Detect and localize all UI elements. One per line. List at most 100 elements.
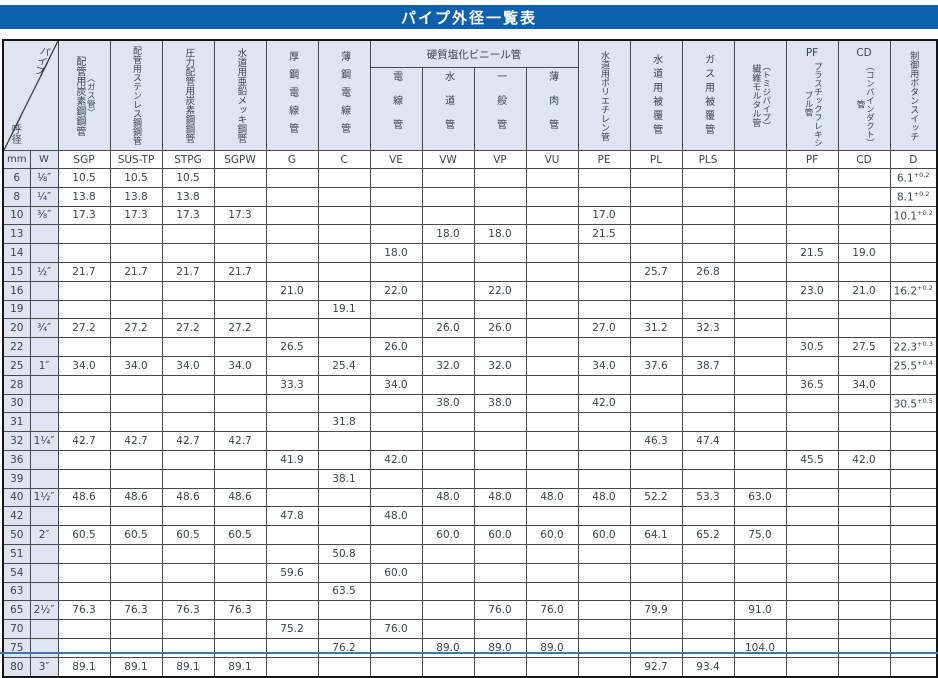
cell <box>161 637 215 658</box>
cell: 10.1+0.2 <box>889 205 938 226</box>
row-nominal-mm: 54 <box>2 562 31 583</box>
cell: 23.0 <box>785 280 839 301</box>
cell <box>785 525 839 545</box>
cell <box>577 168 631 188</box>
cell: 89.0 <box>421 637 475 658</box>
cell <box>785 581 839 602</box>
col-header-d-name: 制御用ボタンスイッチ <box>908 50 919 141</box>
cell: 38.1 <box>317 468 371 489</box>
cell <box>837 487 891 508</box>
cell <box>369 393 423 414</box>
cell <box>785 656 839 678</box>
table-row: 14 18.0 21.5 19.0 <box>2 243 938 263</box>
table-row: 28 33.3 34.0 36.5 34.0 <box>2 374 938 395</box>
cell <box>421 261 475 282</box>
row-nominal-mm: 28 <box>2 374 31 395</box>
cell: 27.0 <box>577 318 631 339</box>
cell <box>889 581 938 602</box>
code-g: G <box>265 150 319 169</box>
cell <box>733 374 787 395</box>
cell: 16.2+0.2 <box>889 280 938 301</box>
cell <box>161 374 215 395</box>
bottom-divider <box>0 652 938 654</box>
cell: 21.0 <box>265 280 319 301</box>
cell <box>473 581 527 602</box>
cell <box>577 431 631 451</box>
cell: 21.7 <box>161 261 215 282</box>
table-row: 65 2½″ 76.3 76.3 76.3 76.3 76.0 76.0 79.9 91.0 <box>2 600 938 621</box>
cell <box>161 280 215 301</box>
cell <box>265 543 319 564</box>
col-header-sgpw: 水道用亜鉛メッキ鋼管 <box>213 39 267 151</box>
cell <box>57 562 111 583</box>
cell <box>57 581 111 602</box>
cell <box>577 562 631 583</box>
cell <box>161 562 215 583</box>
cell <box>109 562 163 583</box>
cell <box>525 318 579 339</box>
cell: 42.0 <box>577 393 631 414</box>
cell <box>473 412 527 433</box>
cell <box>733 393 787 414</box>
cell <box>369 487 423 508</box>
cell <box>837 299 891 320</box>
col-header-sus-tp-name: 配管用ステンレス鋼鋼管 <box>131 46 142 145</box>
cell <box>733 543 787 564</box>
cell <box>421 168 475 188</box>
cell: 21.5 <box>785 243 839 263</box>
cell: 60.5 <box>109 525 163 545</box>
cell <box>473 261 527 282</box>
cell: 42.0 <box>369 449 423 470</box>
table-row: 31 31.8 <box>2 412 938 433</box>
col-header-sgpw-name: 水道用亜鉛メッキ鋼管 <box>235 48 247 143</box>
row-nominal-mm: 40 <box>2 487 31 508</box>
cell <box>213 637 267 658</box>
cell <box>109 449 163 470</box>
cell <box>629 224 683 245</box>
cell <box>837 619 891 639</box>
cell <box>525 205 579 226</box>
row-nominal-inch <box>29 374 59 395</box>
cell <box>421 412 475 433</box>
cell <box>785 506 839 527</box>
cell: 89.0 <box>525 637 579 658</box>
cell <box>213 543 267 564</box>
cell <box>577 337 631 357</box>
row-nominal-mm: 51 <box>2 543 31 564</box>
unit-header-mm: mm <box>2 150 31 169</box>
col-header-stpg-name: 圧力配管用炭素鋼鋼管 <box>183 48 195 143</box>
cell <box>109 506 163 527</box>
cell: 10.5 <box>109 168 163 188</box>
row-nominal-inch <box>29 299 59 320</box>
cell <box>889 449 938 470</box>
row-nominal-inch: ⅛″ <box>29 168 59 188</box>
cell <box>473 656 527 678</box>
cell: 26.5 <box>265 337 319 357</box>
cell <box>369 412 423 433</box>
cell <box>109 468 163 489</box>
cell <box>317 280 371 301</box>
cell <box>57 468 111 489</box>
cell <box>369 168 423 188</box>
cell <box>473 205 527 226</box>
cell <box>733 318 787 339</box>
cell <box>681 412 735 433</box>
cell <box>473 299 527 320</box>
cell: 34.0 <box>161 355 215 376</box>
row-nominal-mm: 42 <box>2 506 31 527</box>
cell: 42.7 <box>57 431 111 451</box>
row-nominal-mm: 15 <box>2 261 31 282</box>
cell <box>57 374 111 395</box>
cell <box>369 543 423 564</box>
cell: 47.8 <box>265 506 319 527</box>
cell <box>733 224 787 245</box>
cell <box>889 562 938 583</box>
cell: 89.1 <box>109 656 163 678</box>
cell <box>265 468 319 489</box>
cell: 91.0 <box>733 600 787 621</box>
cell: 38.0 <box>473 393 527 414</box>
code-vp: VP <box>473 150 527 169</box>
cell <box>473 619 527 639</box>
cell: 31.8 <box>317 412 371 433</box>
cell <box>421 543 475 564</box>
